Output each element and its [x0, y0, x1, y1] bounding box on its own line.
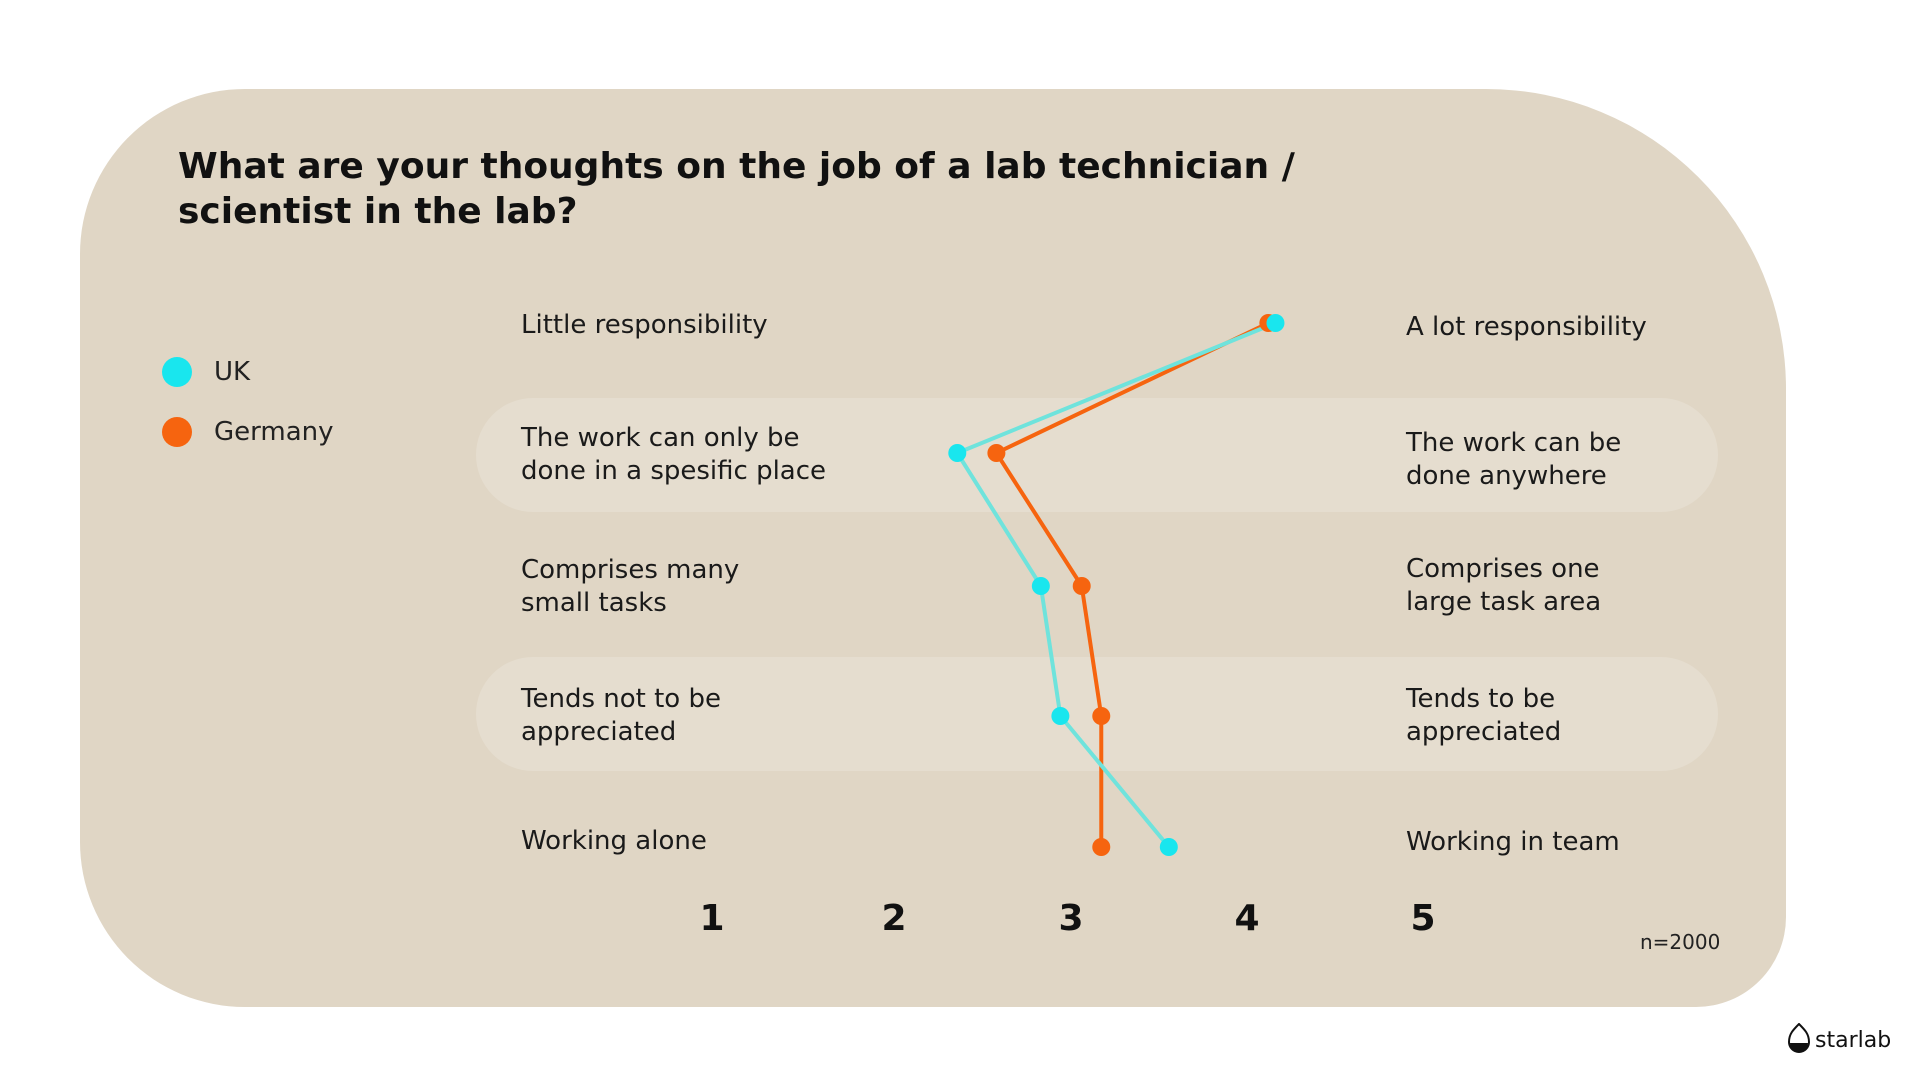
x-tick-label: 1 — [699, 898, 725, 939]
row-right-label: The work can be done anywhere — [1406, 428, 1622, 491]
row-right-label: Comprises one large task area — [1406, 554, 1602, 617]
legend-swatch-germany — [162, 417, 192, 447]
row-left-label: Comprises many small tasks — [521, 555, 740, 618]
row-left-label: Working alone — [521, 826, 707, 856]
row-right-label: Tends to be appreciated — [1406, 684, 1562, 747]
row-right-label: Working in team — [1406, 827, 1620, 857]
chart-title: What are your thoughts on the job of a l… — [178, 146, 1295, 232]
chart-panel — [80, 89, 1786, 1007]
x-tick-label: 3 — [1058, 898, 1084, 939]
x-tick-label: 5 — [1410, 898, 1436, 939]
legend-item-uk: UK — [162, 357, 250, 387]
x-tick-label: 2 — [881, 898, 907, 939]
row-left-label: The work can only be done in a spesific … — [521, 423, 827, 486]
sample-size-note: n=2000 — [1640, 930, 1721, 954]
legend-label-germany: Germany — [214, 417, 334, 447]
row-left-label: Tends not to be appreciated — [521, 684, 721, 747]
legend-label-uk: UK — [214, 357, 251, 387]
legend-swatch-uk — [162, 357, 192, 387]
starlab-logo: starlab — [1787, 1023, 1891, 1057]
legend-item-germany: Germany — [162, 417, 334, 447]
starlab-logo-icon — [1787, 1023, 1811, 1053]
row-right-label: A lot responsibility — [1406, 312, 1647, 342]
x-tick-label: 4 — [1234, 898, 1260, 939]
row-left-label: Little responsibility — [521, 310, 768, 340]
brand-name: starlab — [1815, 1027, 1892, 1053]
